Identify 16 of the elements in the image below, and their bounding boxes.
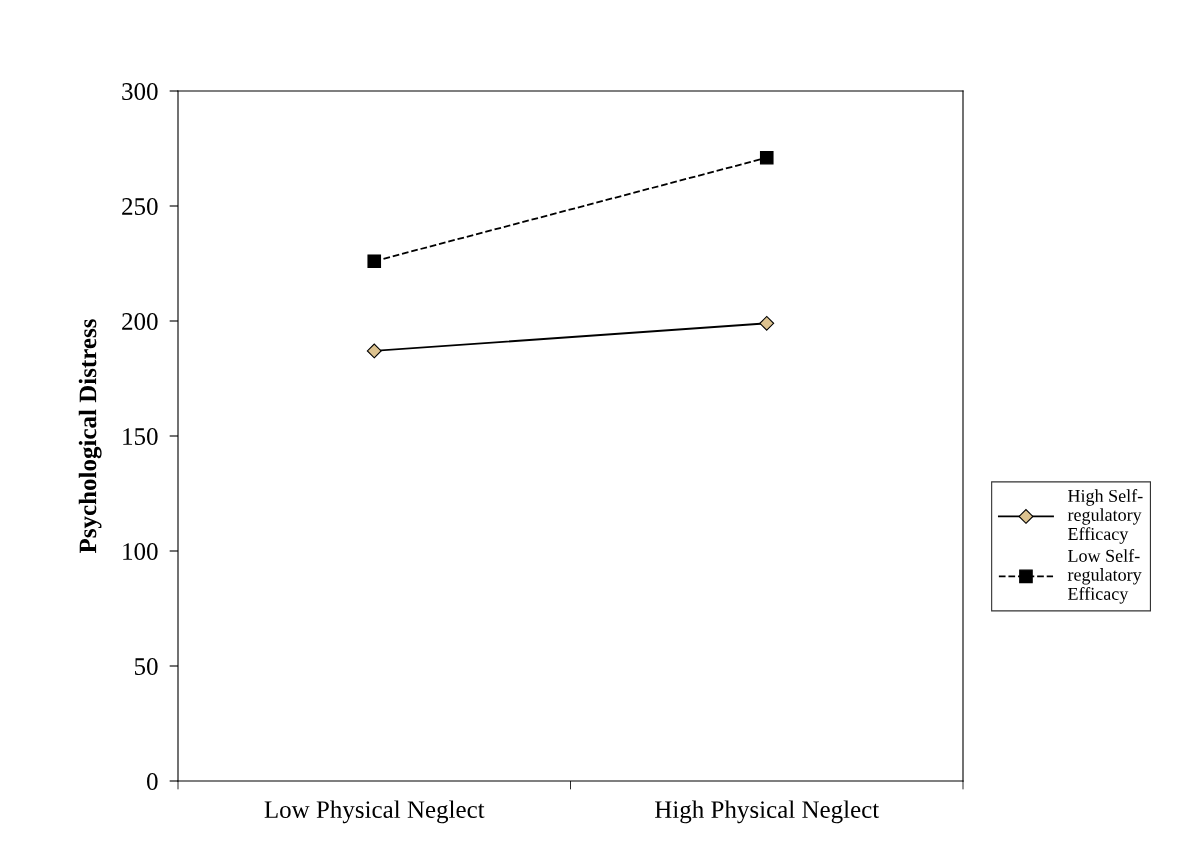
y-tick-label: 300	[122, 83, 158, 100]
y-tick-label: 0	[147, 773, 158, 790]
x-tick-label: Low Physical Neglect	[264, 800, 485, 824]
legend-label: High Self-regulatory Efficacy	[1067, 489, 1143, 544]
y-axis-title: Psychological Distress	[78, 319, 102, 554]
y-tick-label: 100	[123, 543, 158, 560]
y-tick-label: 50	[135, 658, 158, 675]
point	[367, 254, 382, 269]
y-tick-label: 200	[122, 313, 158, 330]
legend-label: Low Self-regulatory Efficacy	[1067, 549, 1142, 604]
x-tick-label: High Physical Neglect	[654, 800, 880, 824]
point	[759, 315, 775, 331]
y-tick-label: 250	[122, 198, 158, 215]
y-tick-label: 150	[123, 428, 158, 445]
point	[366, 343, 382, 359]
point	[759, 150, 774, 165]
